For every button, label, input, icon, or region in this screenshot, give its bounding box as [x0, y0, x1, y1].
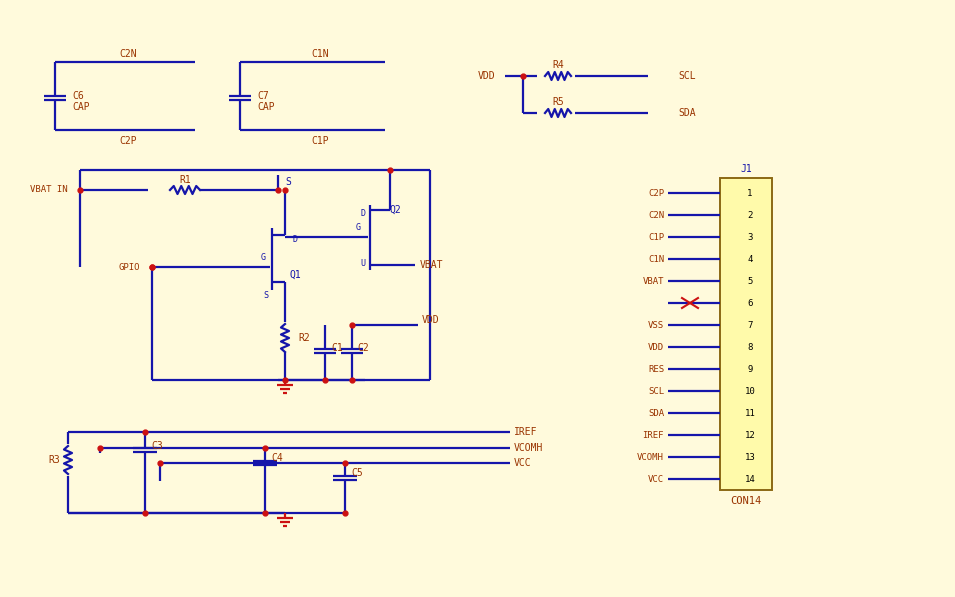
Text: Q1: Q1 — [289, 270, 301, 280]
Text: G: G — [355, 223, 360, 232]
Text: SDA: SDA — [678, 108, 695, 118]
Text: 8: 8 — [748, 343, 753, 352]
Text: SCL: SCL — [678, 71, 695, 81]
Text: 12: 12 — [745, 430, 755, 439]
Text: GPIO: GPIO — [118, 263, 140, 272]
Text: C1N: C1N — [647, 254, 664, 263]
Text: C5: C5 — [351, 468, 363, 478]
Text: C2: C2 — [357, 343, 369, 353]
Text: R3: R3 — [48, 455, 60, 465]
Text: 9: 9 — [748, 365, 753, 374]
Text: G: G — [261, 254, 265, 263]
Text: VCC: VCC — [647, 475, 664, 484]
Text: VDD: VDD — [478, 71, 496, 81]
Text: C1P: C1P — [647, 232, 664, 242]
Text: VDD: VDD — [647, 343, 664, 352]
Text: 4: 4 — [748, 254, 753, 263]
Text: SDA: SDA — [647, 408, 664, 417]
Text: R4: R4 — [552, 60, 563, 70]
Text: RES: RES — [647, 365, 664, 374]
FancyBboxPatch shape — [720, 178, 772, 490]
Text: VBAT IN: VBAT IN — [31, 186, 68, 195]
Text: C3: C3 — [151, 441, 163, 451]
Text: IREF: IREF — [514, 427, 538, 437]
Text: C2P: C2P — [119, 136, 137, 146]
Text: S: S — [285, 177, 291, 187]
Text: VCOMH: VCOMH — [514, 443, 543, 453]
Text: 6: 6 — [748, 298, 753, 307]
Text: D: D — [360, 208, 366, 217]
Text: D: D — [292, 235, 298, 245]
Text: CAP: CAP — [257, 102, 275, 112]
Text: 3: 3 — [748, 232, 753, 242]
Text: R2: R2 — [298, 333, 309, 343]
Text: VBAT: VBAT — [643, 276, 664, 285]
Text: VSS: VSS — [647, 321, 664, 330]
Text: C1N: C1N — [311, 49, 329, 59]
Text: C1: C1 — [331, 343, 343, 353]
Text: VBAT: VBAT — [420, 260, 443, 270]
Text: SCL: SCL — [647, 386, 664, 395]
Text: 1: 1 — [748, 189, 753, 198]
Text: S: S — [264, 291, 268, 300]
Text: R5: R5 — [552, 97, 563, 107]
Text: C2N: C2N — [119, 49, 137, 59]
Text: R1: R1 — [180, 175, 191, 185]
Text: 5: 5 — [748, 276, 753, 285]
Text: C2N: C2N — [647, 211, 664, 220]
Text: Q2: Q2 — [389, 205, 401, 215]
Text: U: U — [360, 259, 366, 267]
Text: 2: 2 — [748, 211, 753, 220]
Text: VCOMH: VCOMH — [637, 453, 664, 461]
Text: IREF: IREF — [643, 430, 664, 439]
Text: 10: 10 — [745, 386, 755, 395]
Text: C2P: C2P — [647, 189, 664, 198]
Text: C6: C6 — [72, 91, 84, 101]
Text: 7: 7 — [748, 321, 753, 330]
Text: C1P: C1P — [311, 136, 329, 146]
Text: 13: 13 — [745, 453, 755, 461]
Text: CAP: CAP — [72, 102, 90, 112]
Text: 14: 14 — [745, 475, 755, 484]
Text: C4: C4 — [271, 453, 283, 463]
Text: C7: C7 — [257, 91, 268, 101]
Text: VCC: VCC — [514, 458, 532, 468]
Text: VDD: VDD — [422, 315, 439, 325]
Text: 11: 11 — [745, 408, 755, 417]
Text: J1: J1 — [740, 164, 752, 174]
Text: CON14: CON14 — [731, 496, 762, 506]
